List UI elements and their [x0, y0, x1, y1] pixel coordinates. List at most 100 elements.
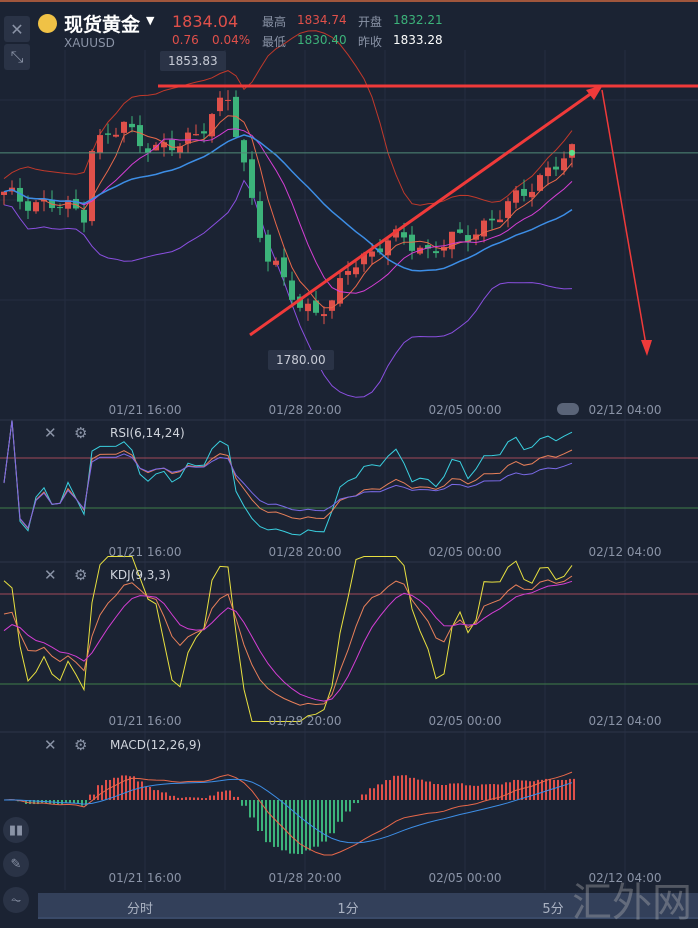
x-tick: 01/28 20:00: [268, 871, 342, 885]
shrink-icon: ⤡: [10, 47, 24, 66]
x-tick: 02/12 04:00: [588, 714, 662, 728]
candle-body: [57, 207, 63, 209]
candle-body: [441, 246, 447, 251]
symbol: XAUUSD: [64, 36, 115, 50]
candle-body: [281, 257, 287, 278]
candle-body: [169, 139, 175, 151]
open-label: 开盘: [358, 15, 383, 29]
x-tick: 01/21 16:00: [108, 871, 182, 885]
candle-body: [273, 260, 279, 265]
x-tick: 01/21 16:00: [108, 545, 182, 559]
ma20-line: [3, 134, 573, 272]
last-price: 1834.04: [172, 12, 239, 31]
tab-5min[interactable]: 5分: [542, 902, 564, 917]
candle-body: [465, 235, 471, 242]
candle-body: [305, 303, 311, 312]
close-button[interactable]: ✕: [4, 16, 30, 42]
candle-body: [457, 229, 463, 233]
candle-body: [489, 218, 495, 221]
timeframe-tabs: 分时 1分 5分: [38, 893, 698, 919]
kdj-title: KDJ(9,3,3): [110, 568, 171, 582]
candle-body: [129, 123, 135, 128]
candle-body: [289, 280, 295, 300]
high-value: 1834.74: [297, 13, 347, 27]
kdj-close-icon[interactable]: ✕: [44, 566, 57, 584]
header: ✕ 现货黄金 ▼ XAUUSD 1834.04 0.76 0.04% 最高 18…: [0, 0, 698, 50]
x-tick: 02/12 04:00: [588, 545, 662, 559]
candle-body: [161, 142, 167, 148]
candle-body: [225, 99, 231, 101]
candle-body: [513, 190, 519, 203]
macd-dif-line: [3, 771, 573, 856]
candle-body: [545, 167, 551, 177]
candle-body: [201, 131, 207, 134]
candle-body: [193, 134, 199, 136]
high-label: 最高: [262, 15, 287, 29]
x-tick: 01/21 16:00: [108, 403, 182, 417]
low-label: 最低: [262, 35, 287, 49]
pencil-icon: ✎: [10, 856, 22, 872]
rsi-settings-gear-icon[interactable]: ⚙: [74, 424, 88, 442]
candle-body: [345, 271, 351, 275]
indicator-icon: ⏦: [10, 892, 22, 908]
rsi6-line: [3, 420, 573, 536]
dropdown-caret-icon[interactable]: ▼: [146, 14, 155, 27]
arrowhead-icon: [586, 85, 603, 100]
candle-body: [433, 251, 439, 254]
candle-body: [177, 146, 183, 153]
candle-body: [33, 202, 39, 212]
candle-body: [521, 188, 527, 196]
current-price-dot: [569, 149, 575, 156]
tab-timeshare[interactable]: 分时: [126, 902, 154, 917]
low-marker: 1780.00: [268, 350, 334, 370]
price-change-pct: 0.04%: [212, 33, 251, 47]
candle-body: [377, 248, 383, 253]
x-tick: 02/05 00:00: [428, 714, 502, 728]
gold-coin-icon: [38, 14, 57, 33]
x-tick: 02/12 04:00: [588, 403, 662, 417]
candle-body: [257, 201, 263, 238]
candle-body: [297, 296, 303, 308]
kdj-k-line: [3, 575, 573, 706]
rsi-close-icon[interactable]: ✕: [44, 424, 57, 442]
candle-body: [249, 159, 255, 198]
draw-tool-button[interactable]: ✎: [3, 851, 29, 877]
candle-body: [353, 267, 359, 275]
candle-body: [265, 234, 271, 262]
high-marker: 1853.83: [160, 51, 226, 71]
candle-body: [241, 140, 247, 163]
kdj-settings-gear-icon[interactable]: ⚙: [74, 566, 88, 584]
x-tick: 01/28 20:00: [268, 714, 342, 728]
rsi24-line: [3, 420, 573, 529]
candle-body: [113, 134, 119, 137]
tab-1min[interactable]: 1分: [337, 902, 359, 917]
macd-settings-gear-icon[interactable]: ⚙: [74, 736, 88, 754]
prev-close-value: 1833.28: [393, 33, 443, 47]
macd-close-icon[interactable]: ✕: [44, 736, 57, 754]
candle-body: [561, 158, 567, 171]
instrument-name[interactable]: 现货黄金: [64, 14, 141, 36]
candle-body: [65, 200, 71, 209]
candle-body: [217, 97, 223, 112]
collapse-button[interactable]: ⤡: [4, 44, 30, 70]
trendline-arrow: [249, 88, 597, 337]
x-tick: 02/05 00:00: [428, 545, 502, 559]
candle-body: [505, 201, 511, 218]
candle-body: [361, 253, 367, 265]
scroll-handle[interactable]: [557, 403, 579, 415]
candle-body: [145, 148, 151, 153]
indicator-button[interactable]: ⏦: [3, 887, 29, 913]
candle-body: [73, 198, 79, 209]
candle-body: [137, 125, 143, 147]
candle-body: [409, 234, 415, 251]
candle-body: [1, 191, 7, 195]
x-tick: 02/12 04:00: [588, 871, 662, 885]
candle-body: [17, 187, 23, 202]
candle-body: [529, 191, 535, 198]
macd-title: MACD(12,26,9): [110, 738, 202, 752]
arrowhead-icon: [641, 340, 652, 356]
candle-body: [337, 278, 343, 304]
candle-body: [553, 166, 559, 170]
candlestick-type-button[interactable]: ▮▮: [3, 817, 29, 843]
